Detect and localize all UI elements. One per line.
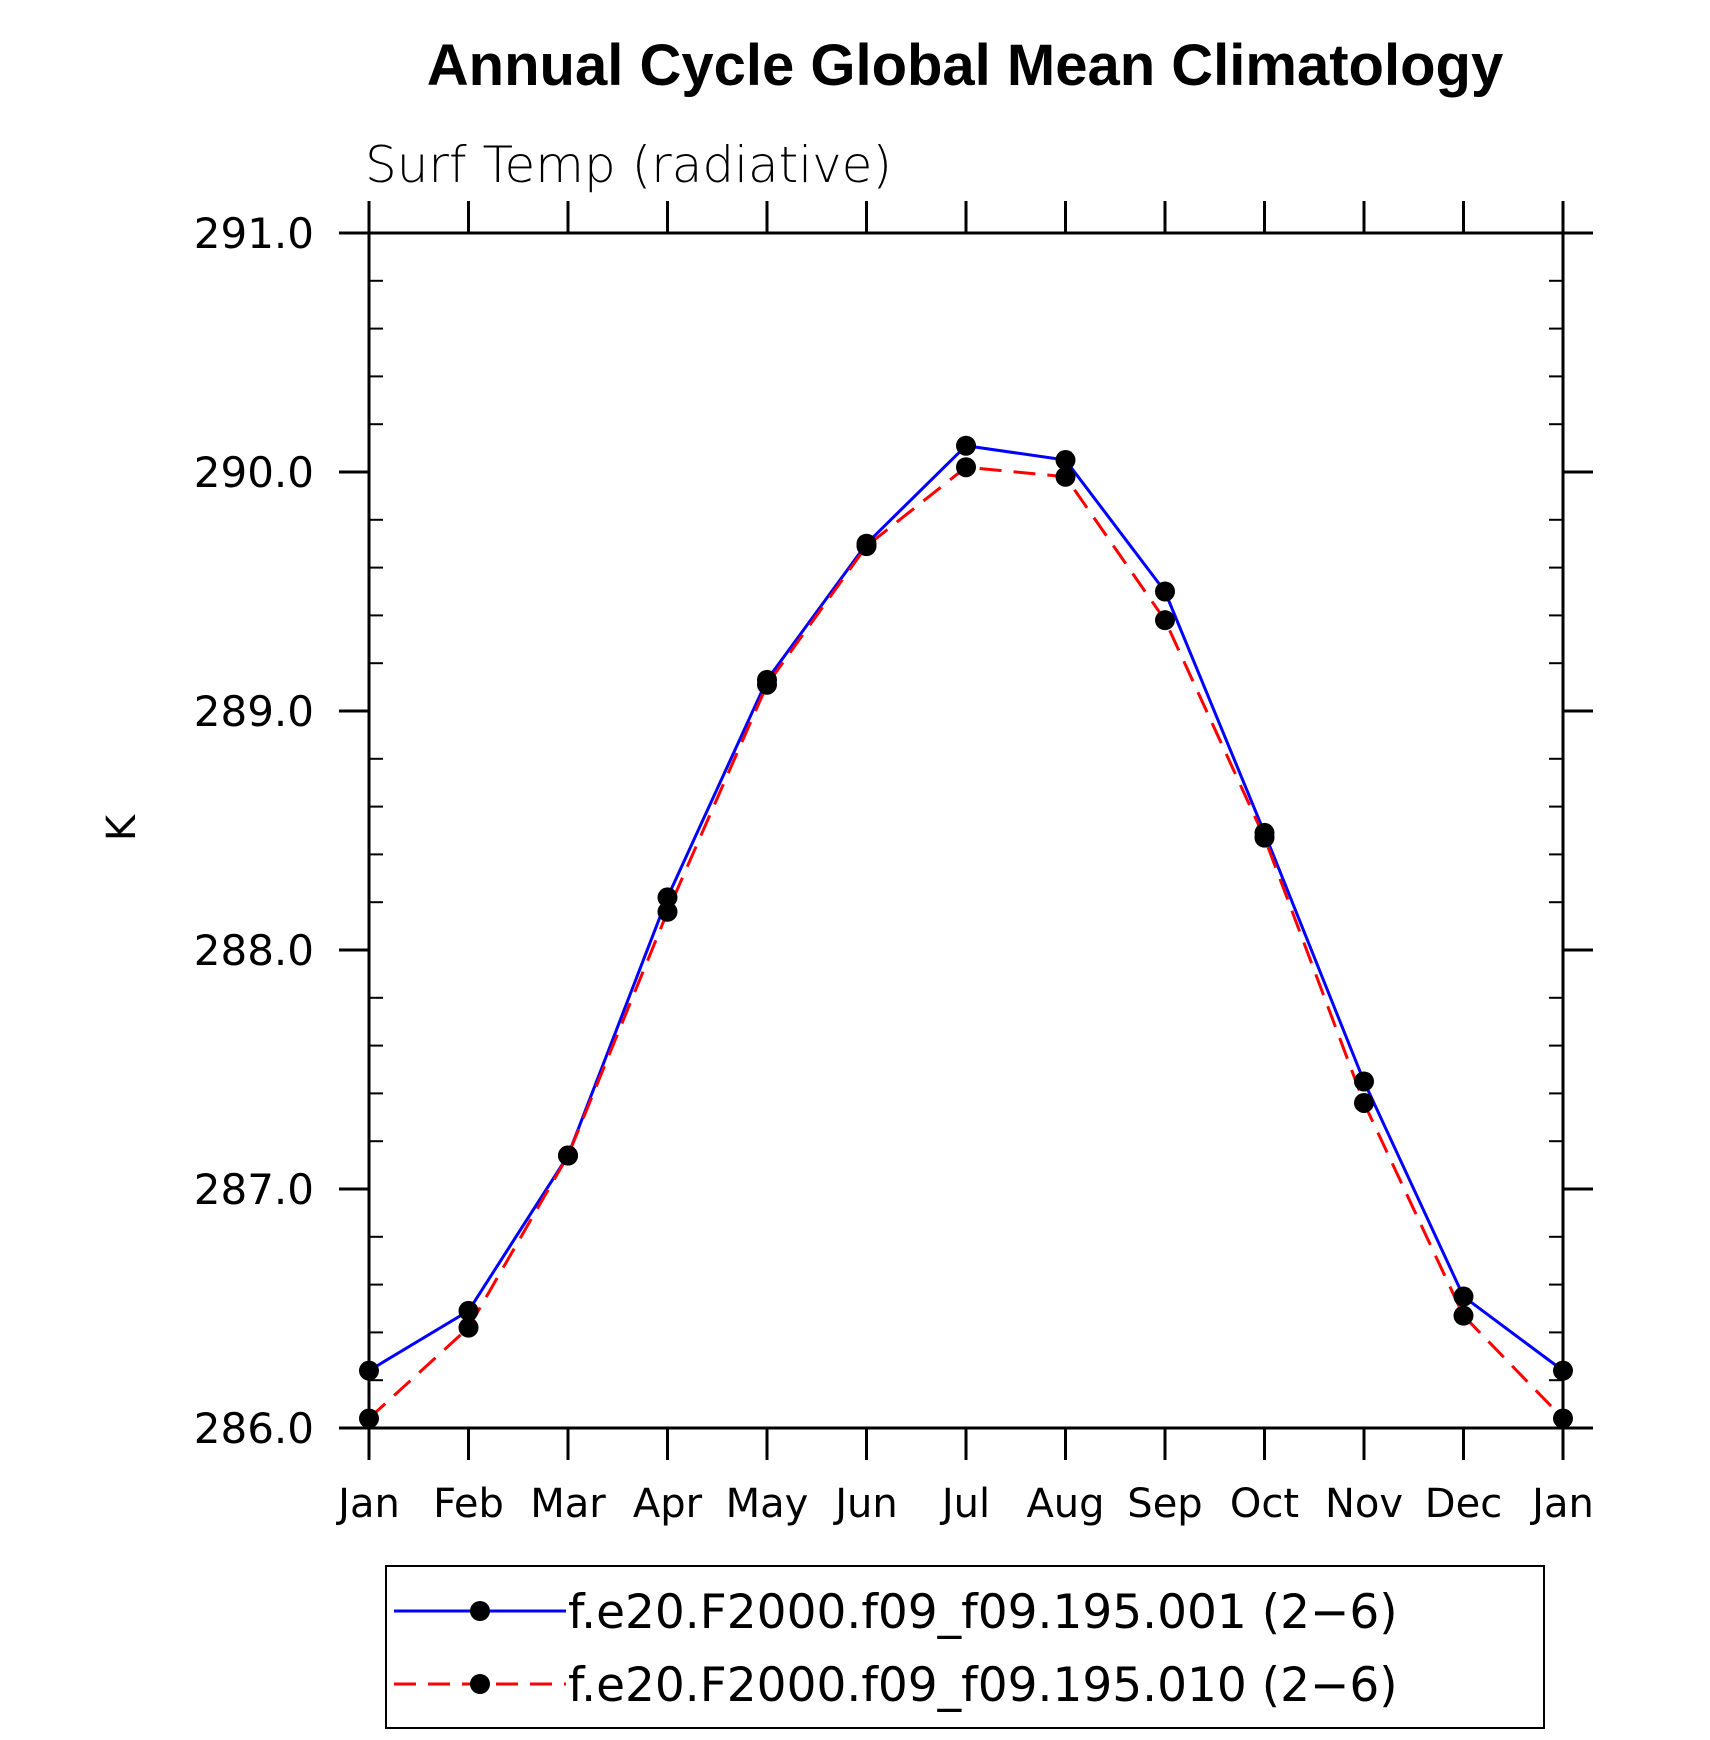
series-2-point (458, 1317, 479, 1338)
x-tick-label: Jun (832, 1481, 898, 1527)
y-tick-label: 290.0 (194, 448, 314, 497)
x-tick-label: Sep (1127, 1481, 1202, 1527)
series-1-point (956, 435, 976, 456)
legend-marker-1 (470, 1601, 490, 1621)
series-2-point (1354, 1092, 1374, 1113)
series-1-point (1354, 1071, 1374, 1092)
y-axis-label: K (99, 813, 145, 841)
series-line-2 (367, 465, 1565, 1420)
series-1-point (1055, 450, 1076, 471)
x-tick-label: Jan (335, 1481, 400, 1527)
y-tick-label: 289.0 (194, 687, 314, 736)
x-tick-label: Mar (530, 1481, 606, 1527)
x-tick-label: Nov (1325, 1481, 1403, 1527)
y-tick-label: 291.0 (194, 209, 314, 258)
x-tick-label: Oct (1230, 1481, 1299, 1527)
series-1-point (1155, 581, 1175, 602)
series-2-point (1254, 827, 1275, 848)
series-layer (359, 435, 1573, 1429)
y-tick-label: 286.0 (194, 1404, 314, 1453)
series-line-1 (368, 444, 1564, 1372)
series-1-point (1453, 1286, 1474, 1307)
y-tick-label: 287.0 (194, 1165, 314, 1214)
series-2-point (956, 457, 976, 478)
series-1-point (1553, 1360, 1573, 1381)
series-2-point (359, 1408, 379, 1429)
x-tick-label: Feb (433, 1481, 504, 1527)
series-1-point (458, 1300, 479, 1321)
series-1-point (359, 1360, 379, 1381)
x-tick-label: Aug (1026, 1481, 1104, 1527)
chart-subtitle: Surf Temp (radiative) (365, 136, 892, 194)
x-tick-label: Jul (939, 1481, 990, 1527)
series-2-point (1453, 1305, 1474, 1326)
axes: 286.0 287.0 288.0 289.0 290.0 291.0 Jan Feb Mar A… (194, 201, 1594, 1527)
series-2-point (757, 674, 777, 695)
legend-label-1: f.e20.F2000.f09_f09.195.001 (2−6) (568, 1585, 1398, 1640)
legend-label-2: f.e20.F2000.f09_f09.195.010 (2−6) (568, 1658, 1398, 1713)
legend: f.e20.F2000.f09_f09.195.001 (2−6) f.e20.F… (385, 1565, 1545, 1729)
series-2-point (558, 1145, 578, 1166)
legend-marker-2 (470, 1674, 490, 1694)
series-1-point (657, 887, 678, 908)
x-tick-label: Dec (1425, 1481, 1502, 1527)
series-2-point (1155, 610, 1175, 631)
x-tick-label: Jan (1529, 1481, 1594, 1527)
series-2-point (1055, 466, 1076, 487)
series-2-point (657, 901, 678, 922)
chart-title: Annual Cycle Global Mean Climatology (427, 33, 1503, 98)
plot-frame (367, 231, 1565, 1430)
series-2-point (1553, 1408, 1573, 1429)
legend-box (385, 1565, 1545, 1729)
x-tick-label: May (726, 1481, 809, 1527)
x-tick-label: Apr (633, 1481, 703, 1527)
y-tick-label: 288.0 (194, 926, 314, 975)
series-2-point (856, 536, 877, 557)
